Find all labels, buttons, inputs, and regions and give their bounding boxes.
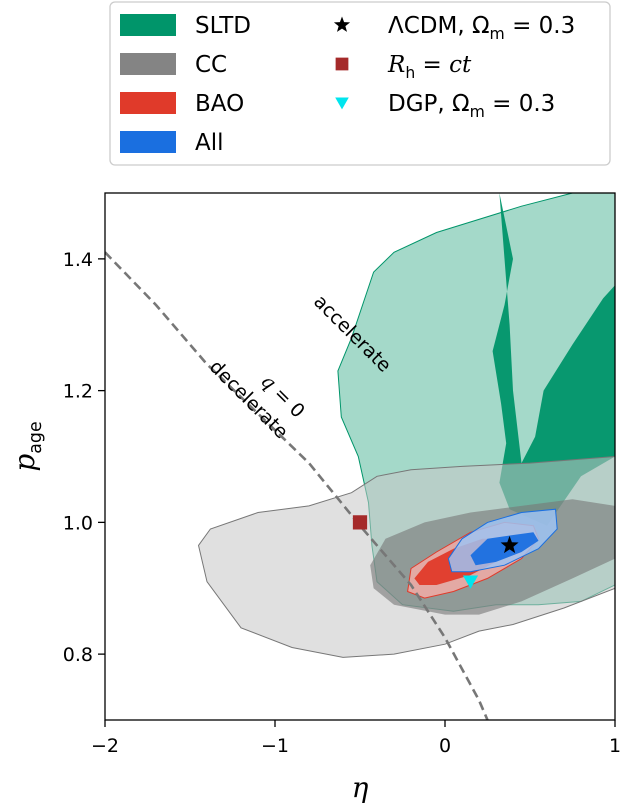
- x-tick-label: 1: [609, 735, 621, 757]
- cc-legend-label: CC: [195, 52, 227, 78]
- rh-ct-legend-marker: [335, 57, 349, 71]
- axes: −2 −1 0 1 0.8 1.0 1.2 1.4 η page: [8, 249, 621, 804]
- all-1sigma-contour: [470, 532, 539, 566]
- marker-layer: [352, 515, 519, 589]
- lcdm-legend-marker: [333, 16, 351, 32]
- cc-legend-swatch: [120, 53, 176, 75]
- y-tick-label: 1.4: [63, 249, 93, 271]
- lcdm-marker: [500, 535, 519, 554]
- plot-area: [197, 193, 615, 658]
- sltd-legend-label: SLTD: [195, 13, 251, 39]
- bao-legend-label: BAO: [195, 91, 244, 117]
- sltd-1sigma-contour: [492, 193, 615, 526]
- bao-legend-swatch: [120, 92, 176, 114]
- sltd-legend-swatch: [120, 14, 176, 36]
- x-tick-label: 0: [439, 735, 451, 757]
- x-axis-title: η: [352, 771, 369, 804]
- lcdm-legend-label: ΛCDM, Ωm = 0.3: [388, 13, 575, 43]
- x-tick-label: −2: [91, 735, 119, 757]
- legend: SLTD CC BAO All ΛCDM, Ωm = 0.3 Rh = ct DGP, Ωm…: [109, 1, 611, 166]
- y-tick-label: 1.2: [63, 381, 93, 403]
- plot-frame: [104, 192, 616, 721]
- x-tick-label: −1: [261, 735, 289, 757]
- rh-ct-marker: [352, 515, 368, 530]
- dgp-marker: [462, 575, 479, 589]
- y-tick-label: 1.0: [63, 512, 93, 534]
- dgp-legend-marker: [335, 97, 349, 110]
- q0-line-layer: [105, 251, 489, 720]
- y-tick-label: 0.8: [63, 644, 93, 666]
- legend-box: [109, 1, 611, 166]
- all-legend-swatch: [120, 131, 176, 153]
- dgp-legend-label: DGP, Ωm = 0.3: [388, 91, 555, 121]
- rh-ct-legend-label: Rh = ct: [387, 52, 472, 82]
- all-legend-label: All: [195, 130, 224, 156]
- y-axis-title: page: [8, 421, 46, 471]
- q0-dashed-line: [105, 251, 489, 720]
